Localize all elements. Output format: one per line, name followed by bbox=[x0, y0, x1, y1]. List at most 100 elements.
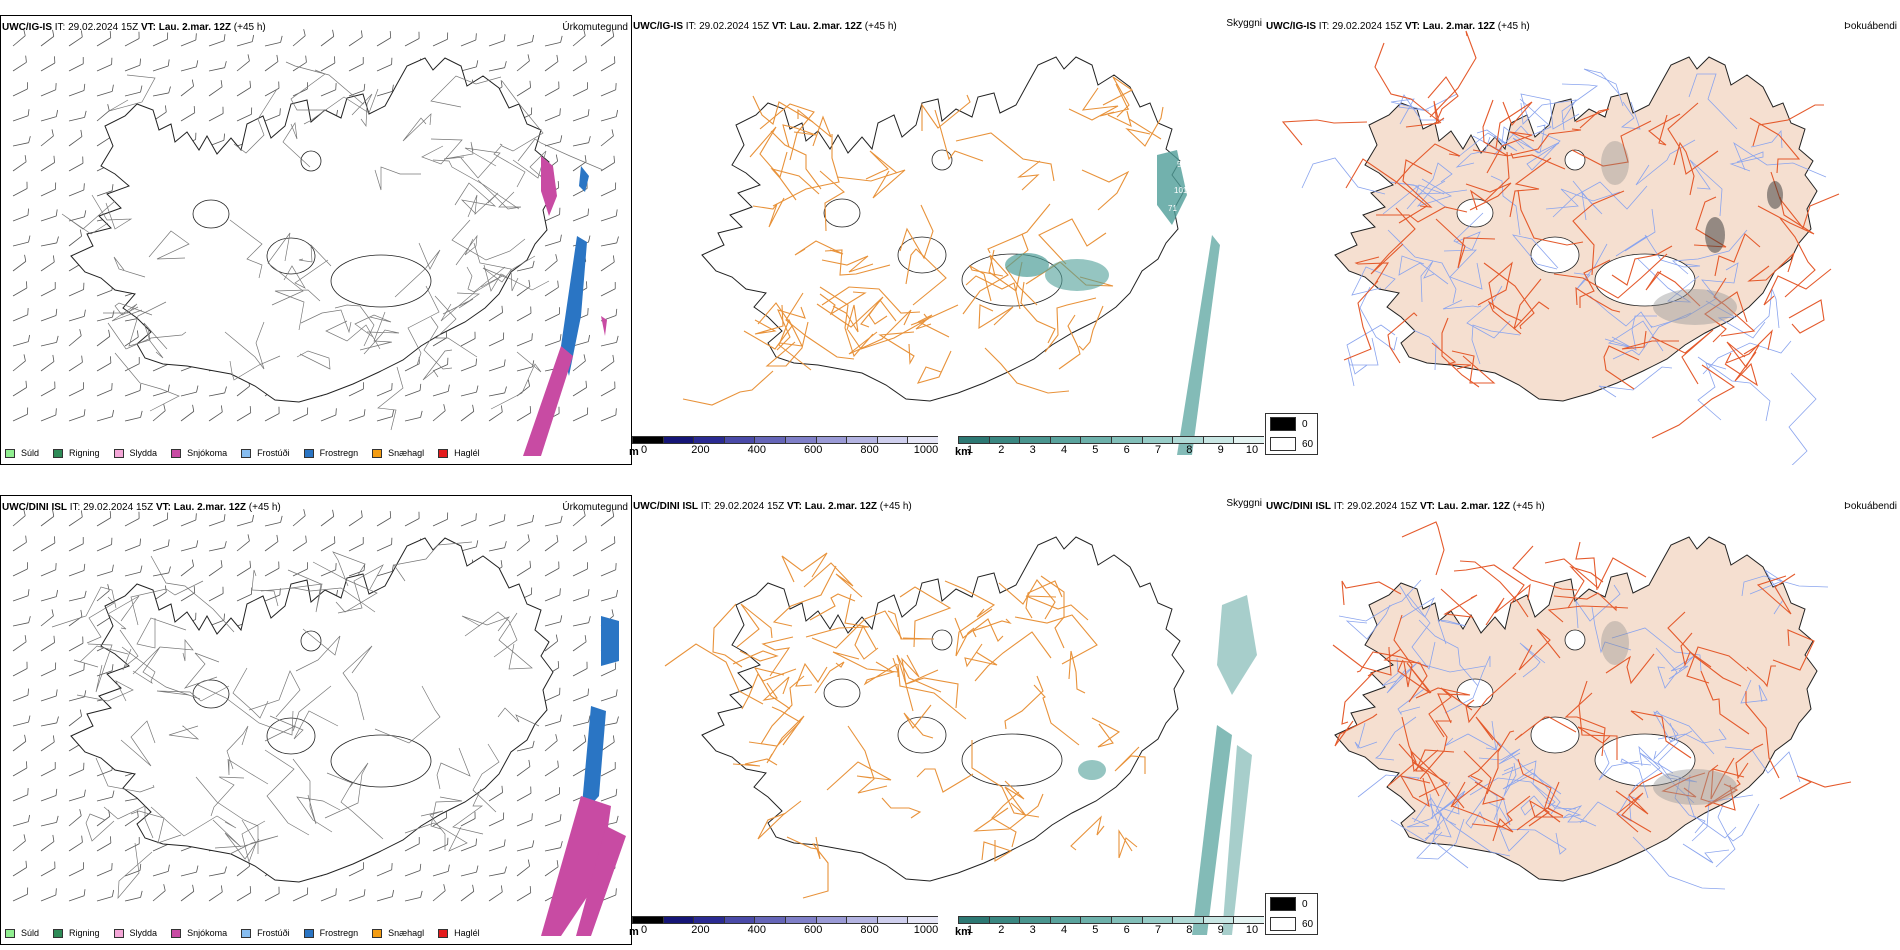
road bbox=[298, 244, 332, 267]
road bbox=[76, 680, 134, 702]
wind-barb bbox=[404, 890, 423, 902]
colorbar-segment bbox=[662, 916, 694, 924]
wind-barb bbox=[572, 208, 589, 222]
road bbox=[1729, 151, 1764, 172]
legend-label: Súld bbox=[21, 448, 40, 458]
road bbox=[903, 677, 959, 709]
road bbox=[103, 805, 154, 839]
road bbox=[1605, 653, 1655, 685]
road bbox=[1750, 129, 1783, 149]
road bbox=[736, 603, 773, 648]
road bbox=[987, 203, 1051, 254]
glacier bbox=[192, 199, 230, 229]
freezing-rain-area bbox=[561, 236, 587, 376]
road bbox=[1465, 182, 1512, 211]
road bbox=[1503, 762, 1517, 797]
road bbox=[1486, 131, 1535, 174]
colorbar-segment bbox=[1233, 436, 1264, 444]
wind-barb bbox=[208, 405, 223, 422]
road bbox=[121, 646, 156, 684]
wind-barb bbox=[544, 760, 559, 777]
glacier bbox=[1530, 236, 1580, 274]
glacier bbox=[931, 149, 953, 171]
road bbox=[847, 313, 929, 350]
road bbox=[1705, 300, 1766, 339]
road bbox=[296, 350, 331, 370]
road bbox=[752, 95, 814, 125]
road bbox=[1354, 256, 1390, 285]
wind-barb bbox=[208, 866, 227, 877]
colorbar-segment bbox=[1019, 436, 1050, 444]
road bbox=[227, 758, 269, 785]
road bbox=[848, 309, 912, 355]
legend-label: Súld bbox=[21, 928, 40, 938]
road bbox=[1025, 580, 1063, 619]
wind-barb bbox=[12, 887, 29, 902]
legend-item: Frostregn bbox=[303, 448, 358, 458]
legend-label: Snæhagl bbox=[388, 928, 425, 938]
wind-barb bbox=[12, 814, 31, 827]
road bbox=[1575, 108, 1610, 129]
low-visibility bbox=[1078, 760, 1106, 780]
road bbox=[1038, 218, 1107, 265]
wind-barb bbox=[488, 839, 506, 852]
fog-legend-swatch bbox=[1270, 437, 1296, 451]
colorbar-segment bbox=[815, 436, 847, 444]
road bbox=[1483, 262, 1535, 330]
road bbox=[493, 143, 526, 188]
wind-barb bbox=[516, 360, 535, 372]
road bbox=[1632, 836, 1726, 890]
road bbox=[1661, 772, 1706, 798]
wind-barb bbox=[236, 587, 253, 602]
glacier bbox=[1530, 716, 1580, 754]
road bbox=[816, 296, 884, 328]
road bbox=[971, 740, 1040, 818]
road bbox=[183, 652, 220, 689]
wind-barb bbox=[292, 407, 309, 422]
wind-barb bbox=[96, 84, 114, 97]
wind-barb bbox=[432, 512, 449, 527]
road bbox=[1520, 795, 1554, 819]
road bbox=[916, 350, 952, 384]
road bbox=[1604, 320, 1664, 352]
coastline bbox=[701, 56, 1185, 402]
road bbox=[148, 230, 190, 260]
wind-barb bbox=[516, 260, 535, 272]
legend-item: Slydda bbox=[113, 448, 157, 458]
road bbox=[757, 800, 802, 840]
road bbox=[226, 725, 249, 770]
road bbox=[51, 586, 117, 628]
wind-barb bbox=[12, 788, 29, 802]
road bbox=[1356, 651, 1429, 673]
road bbox=[1740, 679, 1768, 704]
glacier bbox=[931, 629, 953, 651]
road bbox=[1441, 317, 1480, 388]
road bbox=[1502, 768, 1561, 815]
road bbox=[776, 306, 806, 351]
wind-barb bbox=[96, 511, 112, 527]
road bbox=[1680, 632, 1712, 668]
road bbox=[292, 758, 317, 825]
road bbox=[1281, 119, 1368, 146]
road bbox=[1779, 217, 1816, 298]
iceland-visibility bbox=[682, 56, 1185, 406]
road bbox=[1487, 300, 1523, 335]
wind-barb bbox=[68, 590, 87, 602]
road bbox=[1081, 169, 1130, 211]
wind-barb bbox=[516, 534, 530, 552]
wind-barb bbox=[600, 56, 616, 72]
road bbox=[1763, 268, 1832, 306]
wind-barb bbox=[96, 564, 114, 577]
wind-barb bbox=[432, 811, 448, 827]
coastline bbox=[70, 57, 554, 403]
road bbox=[1334, 713, 1378, 747]
wind-barb bbox=[208, 386, 227, 397]
wind-barb bbox=[516, 786, 532, 802]
wind-barb bbox=[68, 83, 86, 97]
wind-barb bbox=[236, 886, 252, 902]
road bbox=[973, 793, 1044, 832]
wind-barb bbox=[516, 80, 531, 97]
wind-barb bbox=[432, 404, 446, 422]
wind-barb bbox=[12, 254, 27, 272]
legend-label: Snæhagl bbox=[388, 448, 425, 458]
